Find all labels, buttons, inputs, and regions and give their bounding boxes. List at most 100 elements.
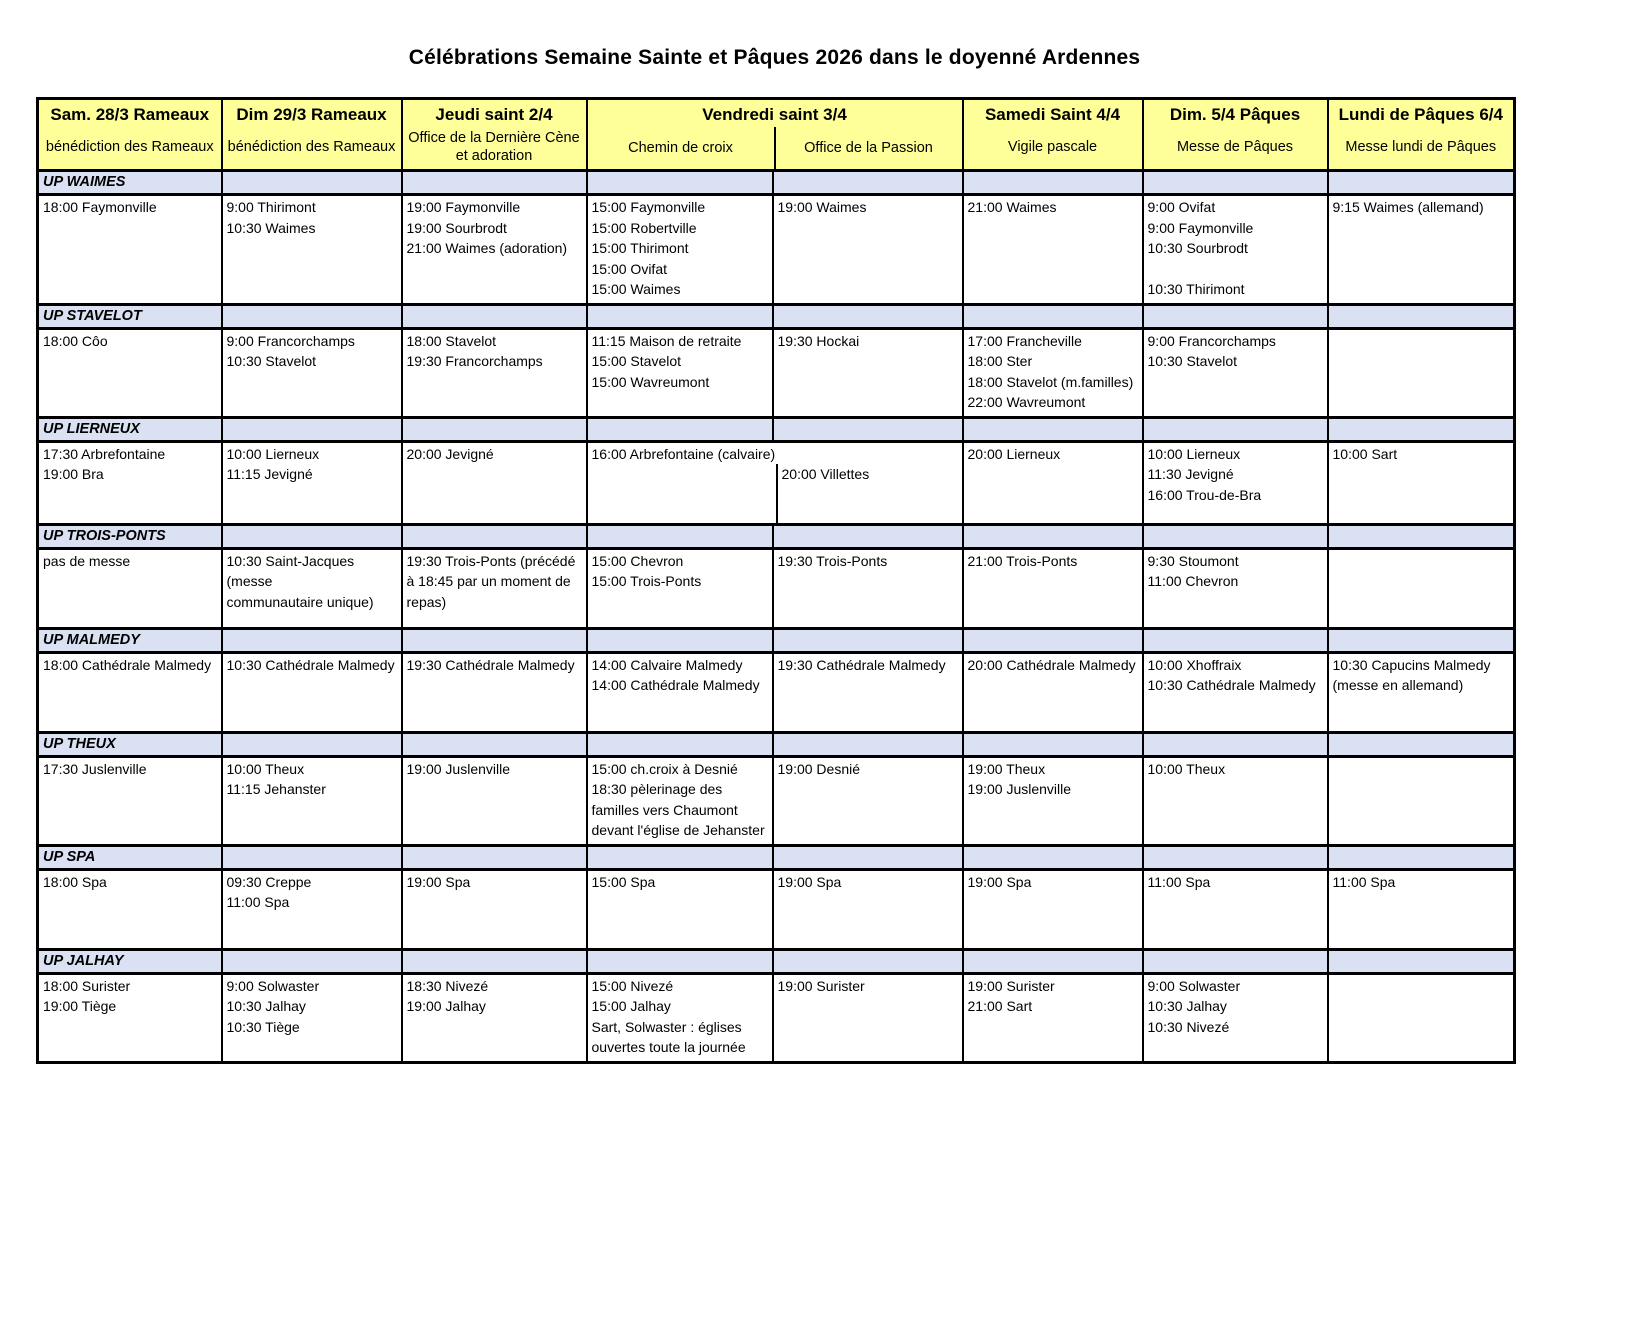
band-cell — [1326, 522, 1516, 550]
band-cell — [771, 522, 964, 550]
schedule-cell: 19:30 Trois-Ponts (précédé à 18:45 par u… — [400, 547, 588, 629]
schedule-cell: 19:00 Spa — [771, 868, 964, 950]
band-cell — [961, 302, 1144, 330]
section-row-spa: 18:00 Spa 09:30 Creppe 11:00 Spa 19:00 S… — [36, 868, 1516, 950]
col-header-vendredi-saint: Vendredi saint 3/4 Chemin de croix Office … — [585, 97, 964, 172]
band-cell — [1141, 415, 1329, 443]
section-band-lierneux: UP LIERNEUX — [36, 415, 1516, 443]
section-row-jalhay: 18:00 Surister 19:00 Tiège 9:00 Solwaste… — [36, 972, 1516, 1063]
schedule-cell: 15:00 Nivezé 15:00 Jalhay Sart, Solwaste… — [585, 972, 774, 1063]
band-cell — [961, 415, 1144, 443]
section-row-lierneux: 17:30 Arbrefontaine 19:00 Bra 10:00 Lier… — [36, 440, 1516, 525]
schedule-cell: 17:30 Juslenville — [36, 755, 223, 846]
section-band-jalhay: UP JALHAY — [36, 947, 1516, 975]
band-cell — [961, 947, 1144, 975]
schedule-cell — [1326, 547, 1516, 629]
band-cell — [400, 522, 588, 550]
band-cell — [585, 522, 774, 550]
schedule-cell: 10:00 Theux 11:15 Jehanster — [220, 755, 403, 846]
schedule-cell: 19:30 Cathédrale Malmedy — [400, 651, 588, 733]
schedule-cell: 18:00 Spa — [36, 868, 223, 950]
band-cell — [1141, 947, 1329, 975]
col-subtitle: Messe de Pâques — [1176, 139, 1294, 155]
band-cell — [1141, 626, 1329, 654]
schedule-cell: 19:00 Spa — [400, 868, 588, 950]
col-header-dim-5-4: Dim. 5/4 Pâques Messe de Pâques — [1141, 97, 1329, 172]
band-cell — [585, 947, 774, 975]
schedule-cell: 19:00 Spa — [961, 868, 1144, 950]
schedule-cell: 19:00 Waimes — [771, 193, 964, 305]
schedule-cell: 19:30 Trois-Ponts — [771, 547, 964, 629]
band-cell — [400, 843, 588, 871]
col-header-jeudi-saint: Jeudi saint 2/4 Office de la Dernière Cèn… — [400, 97, 588, 172]
schedule-cell: 11:00 Spa — [1141, 868, 1329, 950]
schedule-cell: 11:15 Maison de retraite 15:00 Stavelot … — [585, 327, 774, 418]
col-subtitle-chemin-de-croix: Chemin de croix — [628, 140, 733, 156]
section-title: UP LIERNEUX — [36, 415, 223, 443]
band-cell — [961, 843, 1144, 871]
merged-spacer — [588, 464, 776, 523]
schedule-cell: 18:00 Cathédrale Malmedy — [36, 651, 223, 733]
col-subtitle-office-passion: Office de la Passion — [773, 127, 962, 169]
schedule-cell: 15:00 Spa — [585, 868, 774, 950]
band-cell — [220, 843, 403, 871]
schedule-cell: 20:00 Lierneux — [961, 440, 1144, 525]
section-title: UP SPA — [36, 843, 223, 871]
schedule-cell: 15:00 ch.croix à Desnié 18:30 pèlerinage… — [585, 755, 774, 846]
schedule-cell: 10:30 Saint-Jacques (messe communautaire… — [220, 547, 403, 629]
band-cell — [1326, 169, 1516, 196]
schedule-cell: 9:00 Ovifat 9:00 Faymonville 10:30 Sourb… — [1141, 193, 1329, 305]
schedule-cell: 17:30 Arbrefontaine 19:00 Bra — [36, 440, 223, 525]
band-cell — [220, 947, 403, 975]
band-cell — [771, 730, 964, 758]
band-cell — [961, 730, 1144, 758]
section-title: UP WAIMES — [36, 169, 223, 196]
band-cell — [220, 302, 403, 330]
band-cell — [220, 626, 403, 654]
band-cell — [400, 169, 588, 196]
band-cell — [585, 730, 774, 758]
band-cell — [400, 730, 588, 758]
col-subtitle: Office de la Dernière Cène et adoration — [408, 130, 580, 164]
col-header-lundi-paques: Lundi de Pâques 6/4 Messe lundi de Pâques — [1326, 97, 1516, 172]
band-cell — [1141, 730, 1329, 758]
schedule-cell: 18:00 Surister 19:00 Tiège — [36, 972, 223, 1063]
section-row-stavelot: 18:00 Côo 9:00 Francorchamps 10:30 Stave… — [36, 327, 1516, 418]
schedule-cell: 11:00 Spa — [1326, 868, 1516, 950]
col-subtitle: bénédiction des Rameaux — [45, 139, 214, 155]
schedule-cell: 10:00 Sart — [1326, 440, 1516, 525]
band-cell — [771, 843, 964, 871]
schedule-cell: 18:00 Côo — [36, 327, 223, 418]
col-title: Jeudi saint 2/4 — [435, 105, 553, 124]
section-row-theux: 17:30 Juslenville 10:00 Theux 11:15 Jeha… — [36, 755, 1516, 846]
schedule-cell — [1326, 755, 1516, 846]
band-cell — [771, 169, 964, 196]
col-title: Dim 29/3 Rameaux — [236, 105, 387, 124]
section-band-trois-ponts: UP TROIS-PONTS — [36, 522, 1516, 550]
schedule-cell: 10:30 Cathédrale Malmedy — [220, 651, 403, 733]
section-title: UP TROIS-PONTS — [36, 522, 223, 550]
band-cell — [400, 626, 588, 654]
section-row-waimes: 18:00 Faymonville 9:00 Thirimont 10:30 W… — [36, 193, 1516, 305]
section-title: UP MALMEDY — [36, 626, 223, 654]
schedule-cell: 9:00 Solwaster 10:30 Jalhay 10:30 Tiège — [220, 972, 403, 1063]
band-cell — [771, 415, 964, 443]
band-cell — [1141, 522, 1329, 550]
band-cell — [585, 415, 774, 443]
schedule-cell: 9:30 Stoumont 11:00 Chevron — [1141, 547, 1329, 629]
band-cell — [1326, 730, 1516, 758]
band-cell — [961, 626, 1144, 654]
band-cell — [1141, 169, 1329, 196]
schedule-cell: 9:15 Waimes (allemand) — [1326, 193, 1516, 305]
band-cell — [1326, 302, 1516, 330]
schedule-cell: 19:00 Surister — [771, 972, 964, 1063]
schedule-cell: 9:00 Francorchamps 10:30 Stavelot — [1141, 327, 1329, 418]
col-subtitle: bénédiction des Rameaux — [227, 139, 396, 155]
schedule-cell: 10:00 Theux — [1141, 755, 1329, 846]
col-title: Lundi de Pâques 6/4 — [1338, 105, 1503, 124]
col-subtitle: Messe lundi de Pâques — [1345, 139, 1497, 155]
schedule-cell: 9:00 Thirimont 10:30 Waimes — [220, 193, 403, 305]
col-title: Samedi Saint 4/4 — [984, 105, 1121, 124]
section-band-spa: UP SPA — [36, 843, 1516, 871]
schedule-cell: 10:30 Capucins Malmedy (messe en alleman… — [1326, 651, 1516, 733]
